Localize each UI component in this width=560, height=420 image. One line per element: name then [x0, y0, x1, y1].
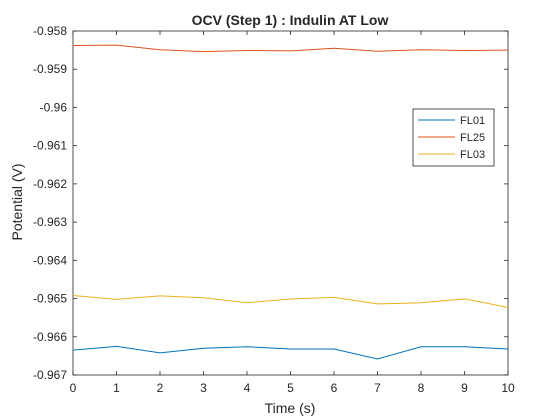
y-tick-label: -0.96: [40, 100, 68, 114]
legend-label-fl25: FL25: [460, 132, 485, 144]
y-tick-label: -0.962: [33, 177, 67, 191]
x-tick-label: 0: [70, 381, 77, 395]
x-axis-label: Time (s): [265, 400, 316, 416]
x-tick-label: 2: [157, 381, 164, 395]
x-tick-label: 9: [461, 381, 468, 395]
series-line-fl03: [72, 295, 509, 308]
legend-label-fl03: FL03: [460, 149, 485, 161]
y-tick-label: -0.965: [33, 292, 67, 306]
x-tick-label: 10: [501, 381, 515, 395]
x-tick-label: 1: [113, 381, 120, 395]
y-tick-label: -0.964: [33, 253, 67, 267]
y-tick-label: -0.966: [33, 330, 67, 344]
series-line-fl01: [72, 345, 509, 360]
x-tick-label: 4: [244, 381, 251, 395]
series-lines: [72, 44, 509, 360]
series-line-fl25: [72, 44, 509, 53]
axis-ticks: 0 1 2 3 4 5 6 7 8 9 10 -0.958 -0.959 -0.96 -0.961 -0.96…: [33, 24, 515, 395]
plot-area: [72, 30, 509, 376]
x-tick-label: 3: [200, 381, 207, 395]
y-tick-label: -0.959: [33, 62, 67, 76]
y-tick-label: -0.967: [33, 368, 67, 382]
plot-frame: [72, 30, 509, 376]
legend-label-fl01: FL01: [460, 115, 485, 127]
x-tick-label: 8: [418, 381, 425, 395]
chart-title: OCV (Step 1) : Indulin AT Low: [192, 12, 389, 28]
x-tick-label: 6: [331, 381, 338, 395]
y-tick-label: -0.963: [33, 215, 67, 229]
legend: FL01 FL25 FL03: [412, 108, 495, 167]
x-tick-label: 7: [374, 381, 381, 395]
y-axis-label: Potential (V): [9, 163, 25, 240]
y-tick-label: -0.958: [33, 24, 67, 38]
y-tick-label: -0.961: [33, 139, 67, 153]
x-tick-label: 5: [287, 381, 294, 395]
